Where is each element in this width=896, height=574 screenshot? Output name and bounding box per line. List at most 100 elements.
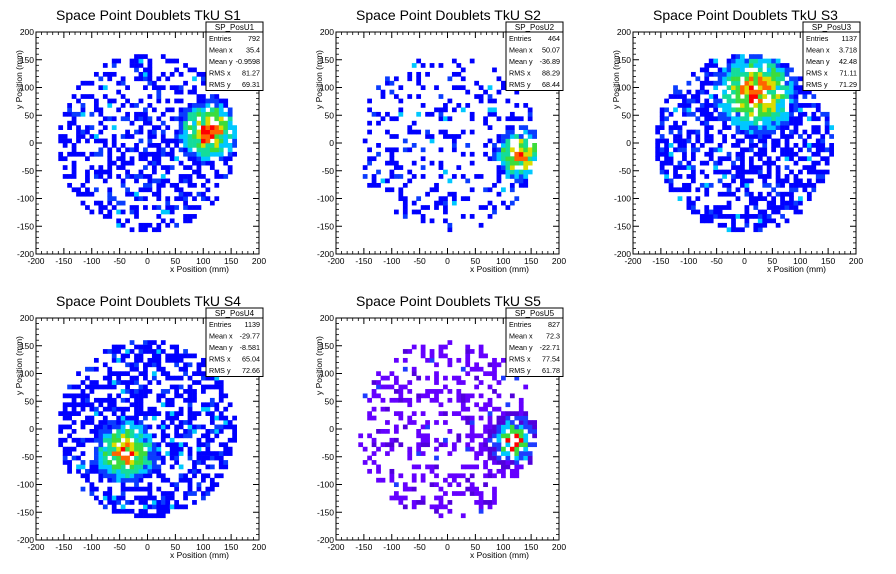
heatmap-bin (775, 67, 781, 73)
heatmap-bin (192, 380, 197, 385)
heatmap-bin (138, 393, 144, 399)
heatmap-bin (726, 98, 732, 104)
heatmap-bin (483, 446, 488, 452)
heatmap-bin (111, 508, 117, 514)
stats-value: 42.48 (839, 57, 857, 66)
heatmap-bin (385, 111, 390, 117)
heatmap-bin (456, 71, 462, 77)
heatmap-bin (201, 174, 206, 179)
heatmap-bin (214, 482, 220, 488)
heatmap-bin (178, 107, 184, 113)
heatmap-bin (111, 380, 117, 385)
heatmap-bin (704, 125, 710, 130)
heatmap-bin (518, 134, 524, 139)
x-tick-label: -200 (27, 256, 44, 266)
heatmap-bin (214, 415, 220, 421)
heatmap-bin (138, 71, 144, 77)
heatmap-bin (134, 129, 139, 135)
heatmap-bin (527, 442, 533, 448)
heatmap-bin (501, 464, 506, 470)
heatmap-bin (62, 424, 68, 430)
heatmap-bin (434, 85, 439, 91)
heatmap-bin (367, 98, 372, 104)
heatmap-bin (505, 402, 511, 408)
heatmap-bin (116, 437, 122, 443)
heatmap-bin (483, 424, 488, 430)
heatmap-bin (682, 120, 687, 126)
y-tick-label: 50 (325, 110, 335, 120)
heatmap-bin (120, 433, 126, 439)
heatmap-bin (722, 169, 727, 175)
heatmap-bin (129, 160, 135, 166)
heatmap-bin (71, 187, 77, 193)
heatmap-bin (89, 165, 95, 170)
x-tick-label: 200 (252, 256, 266, 266)
heatmap-bin (487, 371, 493, 377)
heatmap-bin (187, 402, 193, 408)
heatmap-bin (160, 460, 166, 465)
heatmap-bin (89, 420, 95, 425)
heatmap-bin (509, 429, 515, 434)
heatmap-bin (187, 389, 193, 394)
heatmap-bin (815, 178, 821, 184)
heatmap-bin (62, 406, 68, 412)
heatmap-bin (134, 486, 139, 492)
heatmap-bin (102, 406, 108, 412)
y-tick-label: -150 (317, 507, 334, 517)
heatmap-bin (385, 160, 390, 166)
heatmap-bin (111, 451, 117, 456)
heatmap-bin (116, 446, 122, 452)
heatmap-bin (411, 366, 417, 372)
stats-box-name: SP_PosU5 (515, 309, 555, 318)
heatmap-bin (731, 227, 736, 233)
heatmap-bin (425, 433, 430, 439)
heatmap-bin (80, 389, 86, 394)
heatmap-bin (120, 156, 126, 162)
heatmap-bin (358, 442, 364, 448)
heatmap-bin (187, 486, 193, 492)
heatmap-bin (429, 464, 435, 470)
y-axis-label: y Position (mm) (14, 50, 24, 109)
heatmap-bin (209, 437, 215, 443)
heatmap-bin (806, 116, 812, 122)
heatmap-bin (523, 125, 529, 130)
heatmap-bin (402, 214, 408, 219)
heatmap-bin (717, 209, 723, 215)
stats-key: Mean y (509, 343, 533, 352)
heatmap-bin (518, 125, 524, 130)
heatmap-bin (501, 169, 506, 175)
heatmap-bin (673, 94, 678, 99)
heatmap-bin (474, 402, 480, 408)
heatmap-bin (731, 160, 736, 166)
heatmap-bin (740, 178, 745, 184)
heatmap-bin (514, 433, 520, 439)
heatmap-bin (713, 205, 719, 210)
heatmap-bin (209, 160, 215, 166)
heatmap-bin (438, 504, 444, 510)
heatmap-bin (169, 151, 175, 157)
heatmap-bin (125, 468, 130, 474)
heatmap-bin (138, 125, 144, 130)
heatmap-bin (496, 191, 502, 197)
heatmap-bin (120, 504, 126, 510)
heatmap-bin (129, 389, 135, 394)
heatmap-bin (174, 375, 180, 381)
heatmap-bin (811, 169, 817, 175)
heatmap-bin (178, 393, 184, 399)
heatmap-bin (393, 209, 399, 215)
heatmap-bin (160, 389, 166, 394)
heatmap-bin (518, 147, 524, 153)
heatmap-bin (420, 85, 426, 91)
heatmap-bin (434, 375, 439, 381)
heatmap-bin (107, 156, 113, 162)
y-tick-label: 50 (622, 110, 632, 120)
heatmap-bin (138, 446, 144, 452)
heatmap-bin (201, 94, 206, 99)
heatmap-bin (187, 151, 193, 157)
heatmap-bin (402, 397, 408, 403)
heatmap-bin (762, 138, 768, 144)
heatmap-bin (380, 397, 386, 403)
heatmap-bin (784, 67, 790, 73)
heatmap-bin (169, 451, 175, 456)
heatmap-bin (451, 196, 457, 202)
